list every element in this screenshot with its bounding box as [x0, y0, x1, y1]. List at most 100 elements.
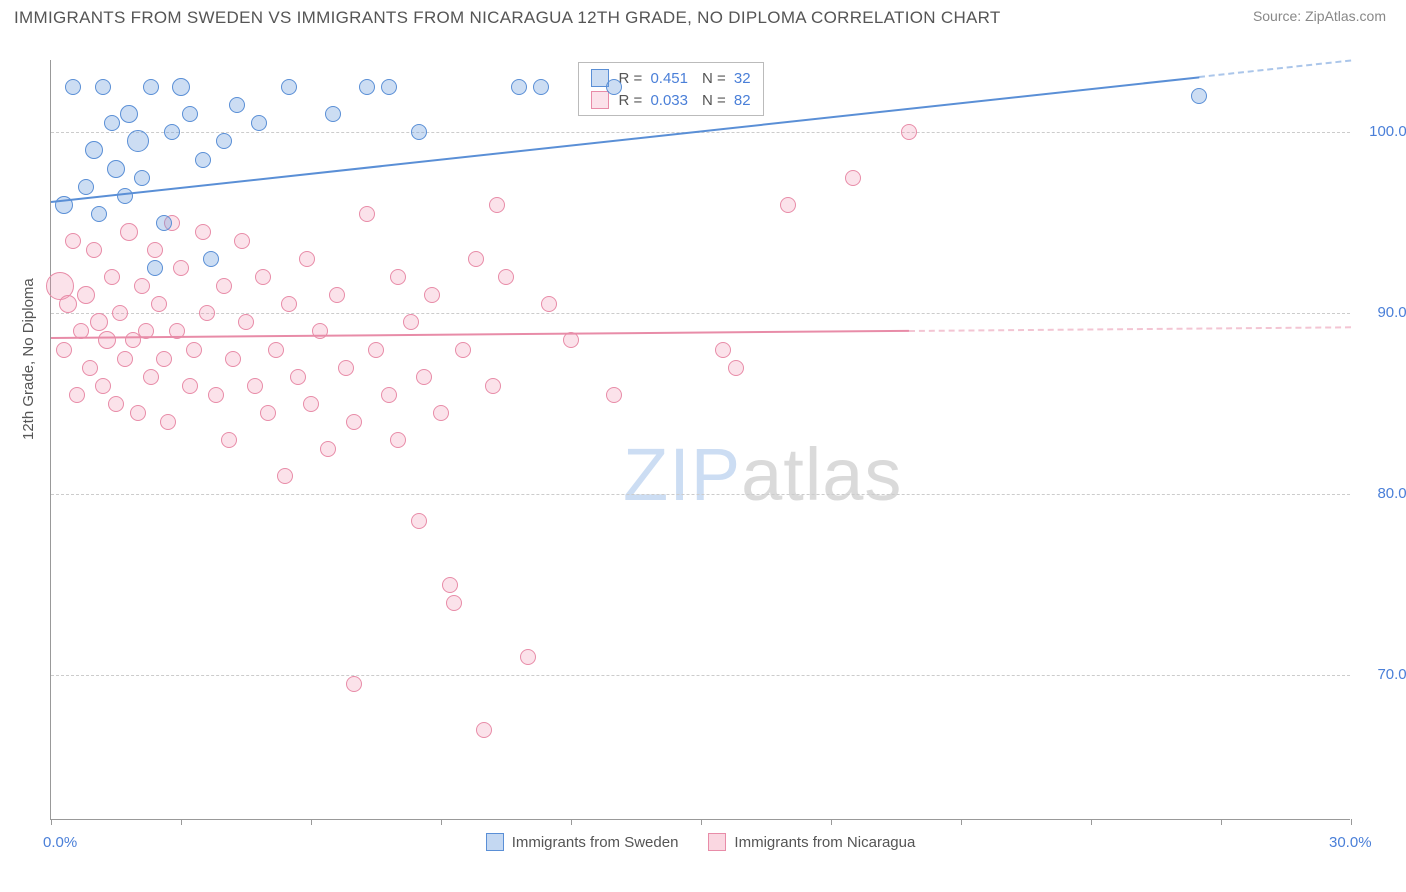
data-point-nicaragua	[260, 405, 276, 421]
x-tick	[51, 819, 52, 825]
data-point-nicaragua	[901, 124, 917, 140]
stats-n-value: 32	[734, 70, 751, 87]
data-point-nicaragua	[208, 387, 224, 403]
data-point-nicaragua	[329, 287, 345, 303]
y-tick-label: 90.0%	[1360, 304, 1406, 321]
trend-extrapolation	[1199, 60, 1351, 78]
data-point-sweden	[127, 130, 149, 152]
source-label: Source: ZipAtlas.com	[1253, 8, 1386, 24]
data-point-nicaragua	[476, 722, 492, 738]
trend-extrapolation	[909, 326, 1351, 332]
data-point-nicaragua	[303, 396, 319, 412]
data-point-nicaragua	[312, 323, 328, 339]
data-point-sweden	[107, 160, 125, 178]
data-point-sweden	[172, 78, 190, 96]
data-point-nicaragua	[563, 332, 579, 348]
data-point-nicaragua	[90, 313, 108, 331]
data-point-sweden	[606, 79, 622, 95]
gridline	[51, 132, 1350, 133]
data-point-nicaragua	[86, 242, 102, 258]
data-point-nicaragua	[338, 360, 354, 376]
data-point-nicaragua	[359, 206, 375, 222]
data-point-nicaragua	[845, 170, 861, 186]
data-point-nicaragua	[82, 360, 98, 376]
legend-label: Immigrants from Sweden	[512, 834, 679, 851]
data-point-sweden	[216, 133, 232, 149]
data-point-sweden	[182, 106, 198, 122]
data-point-nicaragua	[69, 387, 85, 403]
watermark-zip: ZIP	[623, 433, 741, 516]
data-point-nicaragua	[147, 242, 163, 258]
data-point-nicaragua	[77, 286, 95, 304]
data-point-sweden	[251, 115, 267, 131]
data-point-nicaragua	[56, 342, 72, 358]
data-point-sweden	[156, 215, 172, 231]
data-point-nicaragua	[108, 396, 124, 412]
data-point-nicaragua	[156, 351, 172, 367]
data-point-nicaragua	[416, 369, 432, 385]
y-tick-label: 70.0%	[1360, 666, 1406, 683]
data-point-nicaragua	[424, 287, 440, 303]
data-point-nicaragua	[151, 296, 167, 312]
data-point-nicaragua	[225, 351, 241, 367]
x-tick	[571, 819, 572, 825]
data-point-nicaragua	[130, 405, 146, 421]
data-point-nicaragua	[346, 676, 362, 692]
x-tick	[181, 819, 182, 825]
data-point-nicaragua	[320, 441, 336, 457]
data-point-nicaragua	[268, 342, 284, 358]
scatter-chart: ZIPatlas R = 0.451N = 32R = 0.033N = 82 …	[50, 60, 1350, 820]
y-tick-label: 80.0%	[1360, 485, 1406, 502]
data-point-sweden	[65, 79, 81, 95]
stats-r-value: 0.451	[650, 70, 688, 87]
data-point-nicaragua	[346, 414, 362, 430]
data-point-sweden	[359, 79, 375, 95]
data-point-sweden	[78, 179, 94, 195]
data-point-sweden	[533, 79, 549, 95]
x-tick	[1091, 819, 1092, 825]
data-point-nicaragua	[98, 331, 116, 349]
data-point-nicaragua	[186, 342, 202, 358]
data-point-nicaragua	[120, 223, 138, 241]
data-point-sweden	[85, 141, 103, 159]
x-tick	[701, 819, 702, 825]
data-point-sweden	[203, 251, 219, 267]
x-tick-label: 30.0%	[1329, 834, 1372, 851]
data-point-nicaragua	[255, 269, 271, 285]
data-point-nicaragua	[455, 342, 471, 358]
legend-item-sweden: Immigrants from Sweden	[486, 833, 679, 851]
data-point-nicaragua	[234, 233, 250, 249]
data-point-nicaragua	[728, 360, 744, 376]
gridline	[51, 675, 1350, 676]
data-point-nicaragua	[468, 251, 484, 267]
data-point-nicaragua	[134, 278, 150, 294]
data-point-nicaragua	[182, 378, 198, 394]
gridline	[51, 494, 1350, 495]
data-point-nicaragua	[65, 233, 81, 249]
data-point-nicaragua	[489, 197, 505, 213]
data-point-nicaragua	[541, 296, 557, 312]
data-point-nicaragua	[173, 260, 189, 276]
data-point-nicaragua	[403, 314, 419, 330]
data-point-sweden	[134, 170, 150, 186]
data-point-nicaragua	[446, 595, 462, 611]
data-point-nicaragua	[381, 387, 397, 403]
data-point-nicaragua	[411, 513, 427, 529]
stats-r-value: 0.033	[650, 92, 688, 109]
watermark-atlas: atlas	[741, 433, 902, 516]
data-point-nicaragua	[498, 269, 514, 285]
data-point-nicaragua	[117, 351, 133, 367]
legend: Immigrants from SwedenImmigrants from Ni…	[51, 833, 1350, 851]
x-tick	[831, 819, 832, 825]
data-point-nicaragua	[143, 369, 159, 385]
data-point-nicaragua	[390, 432, 406, 448]
data-point-nicaragua	[216, 278, 232, 294]
chart-title: IMMIGRANTS FROM SWEDEN VS IMMIGRANTS FRO…	[14, 8, 1001, 28]
data-point-sweden	[120, 105, 138, 123]
data-point-nicaragua	[606, 387, 622, 403]
data-point-nicaragua	[247, 378, 263, 394]
data-point-nicaragua	[485, 378, 501, 394]
stats-n-label: N =	[702, 70, 730, 87]
data-point-sweden	[229, 97, 245, 113]
data-point-nicaragua	[390, 269, 406, 285]
